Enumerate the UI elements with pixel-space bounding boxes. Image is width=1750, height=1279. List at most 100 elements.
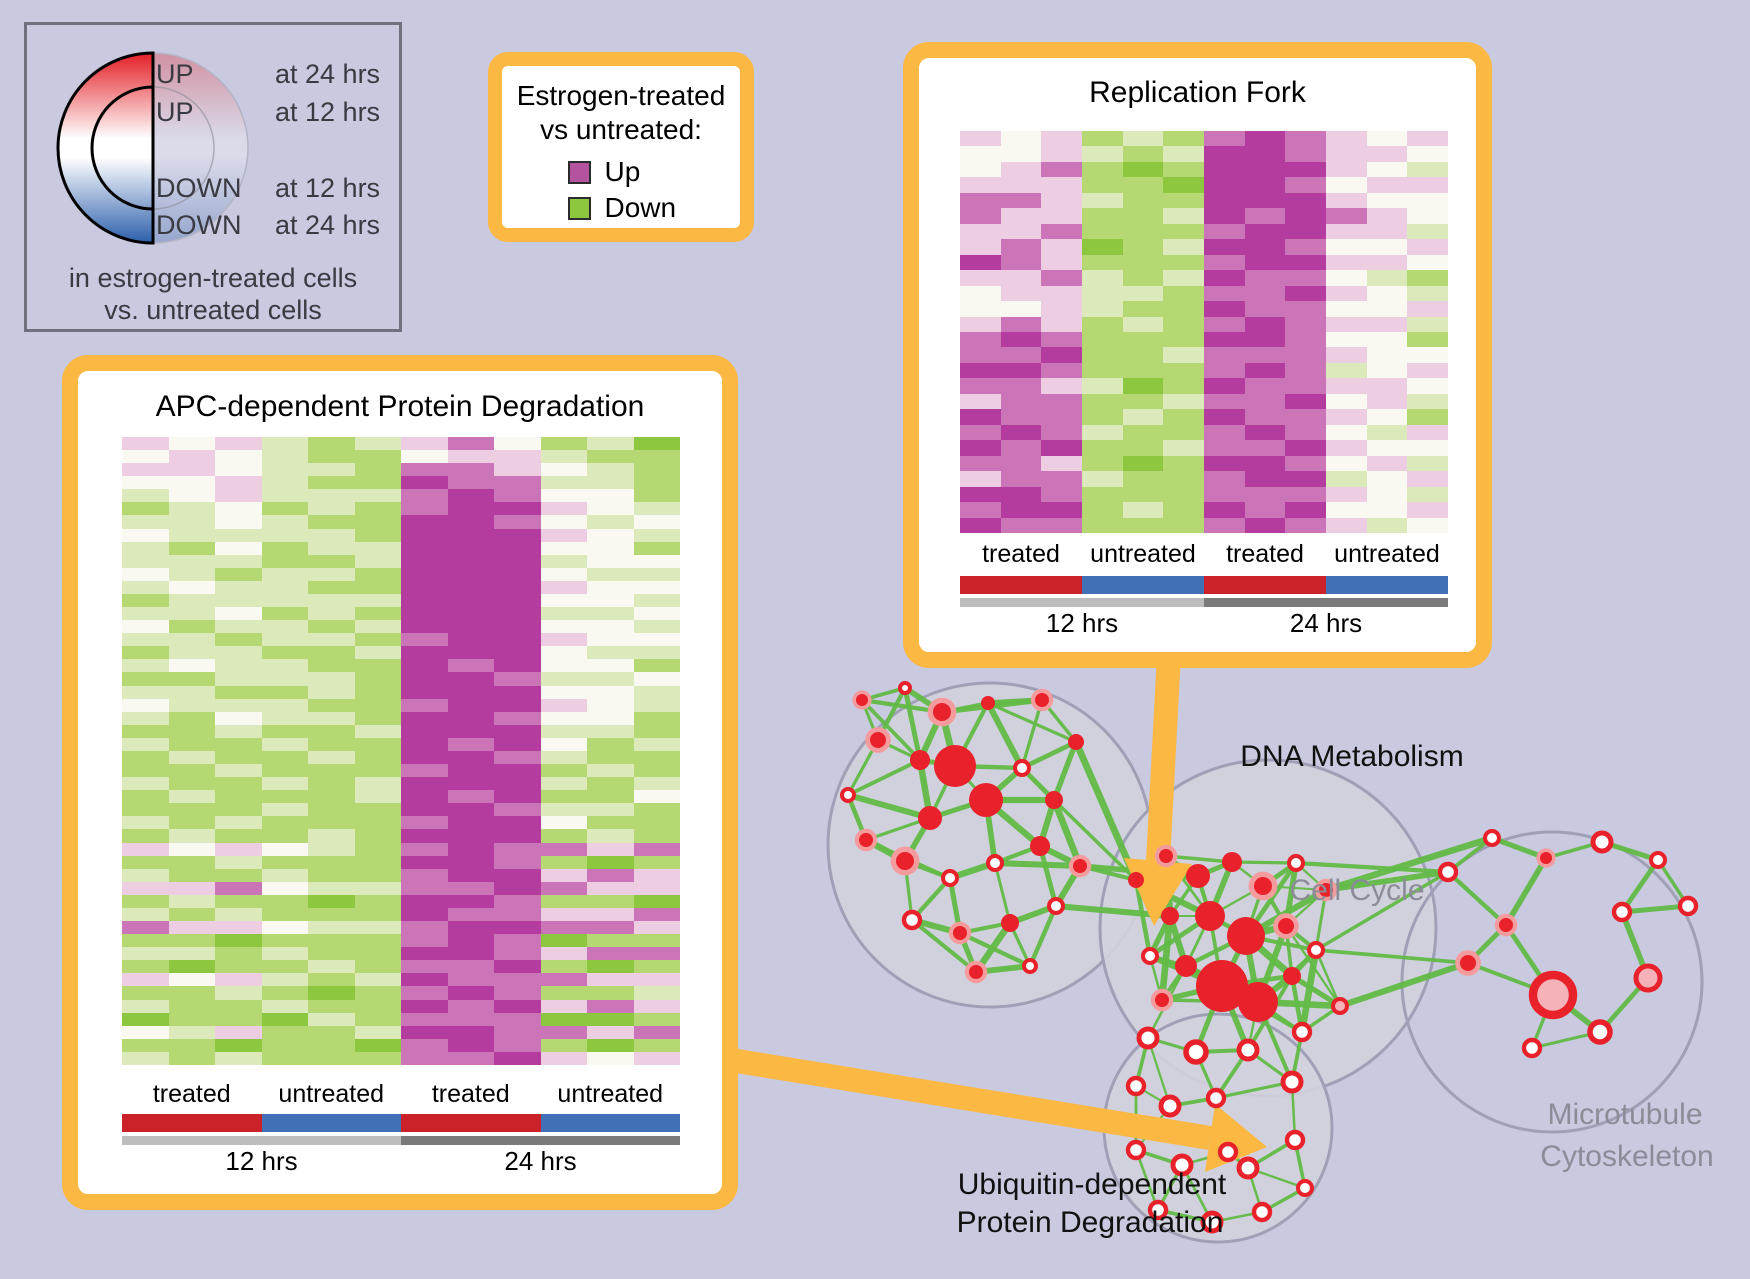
heatmap-cell <box>308 803 355 817</box>
heatmap-cell <box>1122 331 1164 348</box>
heatmap-cell <box>1122 347 1164 363</box>
heatmap-cell <box>1204 393 1245 410</box>
heatmap-cell <box>308 842 355 856</box>
heatmap-cell <box>1407 362 1448 379</box>
heatmap-cell <box>354 528 401 542</box>
heatmap-cell <box>401 698 448 712</box>
heatmap-cell <box>261 724 308 738</box>
heatmap-cell <box>354 790 401 804</box>
heatmap-cell <box>633 737 680 751</box>
heatmap-cell <box>1326 239 1367 255</box>
heatmap-cell <box>1000 362 1042 379</box>
heatmap-cell <box>308 921 355 935</box>
heatmap-cell <box>633 921 680 935</box>
heatmap-cell <box>168 698 215 712</box>
network-edge <box>1322 834 1496 894</box>
heatmap-cell <box>308 790 355 804</box>
heatmap-cell <box>122 750 169 765</box>
ring-dir-down24: DOWN <box>156 210 242 240</box>
heatmap-cell <box>540 724 587 738</box>
rf-bar-treated-12 <box>960 576 1082 594</box>
heatmap-cell <box>1163 455 1204 472</box>
heatmap-cell <box>354 580 401 594</box>
heatmap-cell <box>1041 486 1082 503</box>
apc-group-untreated-24: untreated <box>557 1080 664 1108</box>
heatmap-cell <box>122 894 169 908</box>
gene-node-ring <box>1200 1210 1224 1234</box>
heatmap-cell <box>633 633 680 647</box>
apc-bar-24hrs <box>401 1136 680 1145</box>
heatmap-cell <box>215 450 262 464</box>
heatmap-cell <box>1366 331 1408 348</box>
heatmap-cell <box>633 463 680 477</box>
heatmap-cell <box>401 894 448 908</box>
heatmap-cell <box>1285 270 1326 286</box>
heatmap-cell <box>1041 517 1082 533</box>
heatmap-cell <box>960 223 1001 240</box>
heatmap-cell <box>1082 254 1123 271</box>
heatmap-cell <box>215 868 262 882</box>
heatmap-cell <box>354 1012 401 1026</box>
heatmap-cell <box>587 515 634 529</box>
heatmap-cell <box>1366 347 1408 363</box>
heatmap-cell <box>587 554 634 568</box>
heatmap-cell <box>1244 161 1286 178</box>
heatmap-cell <box>1163 440 1204 456</box>
heatmap-cell <box>308 580 355 594</box>
arrow-shaft-1 <box>729 1048 1212 1150</box>
heatmap-cell <box>633 659 680 673</box>
heatmap-cell <box>447 750 494 765</box>
heatmap-cell <box>308 698 355 712</box>
heatmap-cell <box>540 541 587 555</box>
heatmap-cell <box>540 894 587 908</box>
heatmap-cell <box>168 894 215 908</box>
heatmap-cell <box>401 777 448 791</box>
ring-dir-up12: UP <box>156 97 194 127</box>
gene-node <box>856 694 868 706</box>
heatmap-cell <box>401 450 448 464</box>
network-edge <box>1134 1148 1160 1212</box>
heatmap-cell <box>308 777 355 791</box>
heatmap-cell <box>447 947 494 961</box>
heatmap-cell <box>1326 347 1367 363</box>
heatmap-cell <box>122 829 169 843</box>
heatmap-cell <box>633 868 680 882</box>
heatmap-cell <box>1326 161 1367 178</box>
heatmap-cell <box>308 646 355 660</box>
heatmap-cell <box>1285 177 1326 193</box>
heatmap-cell <box>494 659 541 673</box>
heatmap-cell <box>633 607 680 621</box>
apc-time-labels: 12 hrs 24 hrs <box>122 1146 680 1177</box>
heatmap-cell <box>308 633 355 647</box>
heatmap-cell <box>401 907 448 922</box>
heatmap-cell <box>1366 208 1408 224</box>
heatmap-cell <box>168 554 215 568</box>
heatmap-cell <box>1122 223 1164 240</box>
heatmap-cell <box>1407 347 1448 363</box>
heatmap-cell <box>633 502 680 516</box>
heatmap-cell <box>1122 502 1164 518</box>
gene-node-ring <box>1013 759 1031 777</box>
network-edge <box>1020 698 1044 770</box>
heatmap-cell <box>215 986 262 1000</box>
heatmap-cell <box>215 515 262 529</box>
heatmap-cell <box>354 921 401 935</box>
heatmap-cell <box>540 711 587 725</box>
heatmap-cell <box>633 711 680 725</box>
heatmap-cell <box>215 934 262 948</box>
heatmap-cell <box>168 764 215 778</box>
heatmap-cell <box>354 620 401 634</box>
heatmap-cell <box>261 672 308 686</box>
apc-bar-untreated-12 <box>261 1114 401 1132</box>
heatmap-cell <box>447 737 494 751</box>
heatmap-cell <box>122 685 169 699</box>
heatmap-cell <box>960 161 1001 178</box>
heatmap-cell <box>1000 131 1042 147</box>
heatmap-cell <box>215 1051 262 1065</box>
heatmap-cell <box>1041 362 1082 379</box>
heatmap-cell <box>1163 146 1204 162</box>
heatmap-cell <box>168 750 215 765</box>
heatmap-cell <box>494 868 541 882</box>
heatmap-cell <box>261 829 308 843</box>
heatmap-cell <box>494 685 541 699</box>
